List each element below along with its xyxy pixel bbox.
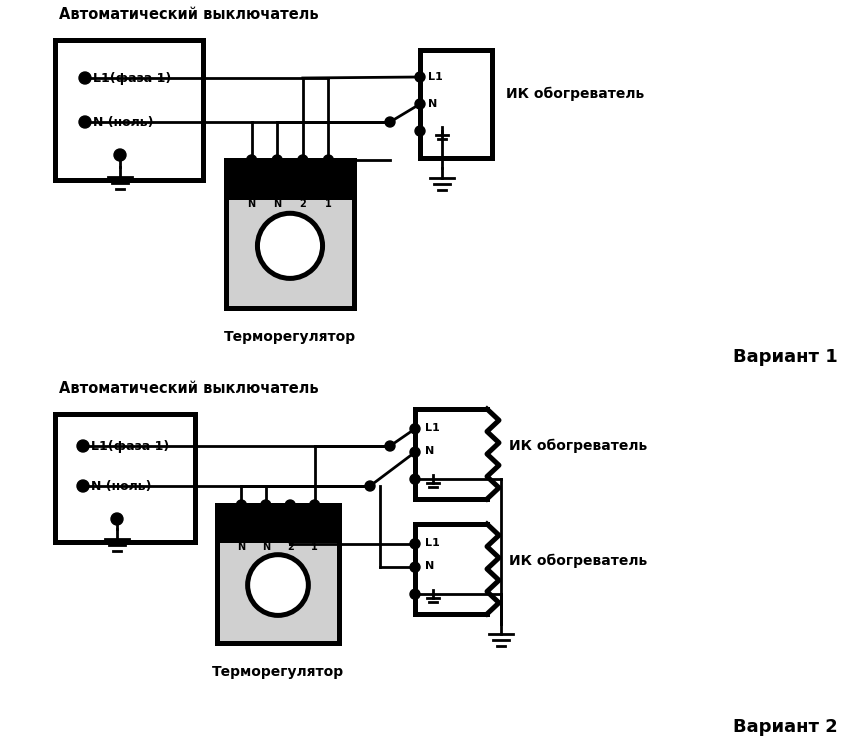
Circle shape [272, 155, 282, 165]
Text: Терморегулятор: Терморегулятор [212, 665, 344, 679]
Circle shape [79, 72, 91, 84]
Circle shape [261, 500, 271, 510]
Circle shape [258, 214, 322, 278]
Circle shape [111, 513, 123, 525]
Text: ИК обогреватель: ИК обогреватель [509, 554, 647, 568]
Circle shape [410, 562, 420, 572]
Text: N: N [273, 199, 281, 209]
Circle shape [298, 155, 308, 165]
Text: L1(фаза 1): L1(фаза 1) [93, 71, 171, 85]
Text: Вариант 1: Вариант 1 [734, 348, 838, 366]
Text: ИК обогреватель: ИК обогреватель [509, 439, 647, 453]
Circle shape [410, 474, 420, 484]
Text: L1: L1 [425, 423, 439, 433]
Text: Вариант 2: Вариант 2 [734, 718, 838, 736]
Text: Автоматический выключатель: Автоматический выключатель [59, 7, 319, 22]
Bar [226, 160, 354, 308]
Circle shape [365, 481, 375, 491]
Circle shape [114, 149, 126, 161]
Circle shape [236, 500, 246, 510]
Circle shape [410, 447, 420, 458]
Circle shape [410, 539, 420, 549]
Text: L1(фаза 1): L1(фаза 1) [91, 440, 169, 452]
Circle shape [385, 117, 395, 127]
Text: N: N [262, 542, 269, 551]
Circle shape [309, 500, 320, 510]
Bar [217, 505, 339, 539]
Circle shape [415, 72, 425, 82]
Text: ИК обогреватель: ИК обогреватель [506, 87, 644, 101]
Circle shape [246, 155, 257, 165]
Circle shape [77, 440, 89, 452]
Circle shape [385, 441, 395, 451]
Circle shape [247, 555, 309, 615]
Circle shape [77, 480, 89, 492]
Circle shape [415, 126, 425, 136]
Circle shape [415, 99, 425, 109]
Text: N: N [425, 446, 434, 456]
Text: N: N [425, 561, 434, 571]
Text: N: N [237, 542, 246, 551]
Text: L1: L1 [428, 72, 443, 82]
Text: N: N [428, 99, 437, 109]
Bar [55, 40, 203, 180]
Text: Терморегулятор: Терморегулятор [224, 330, 356, 344]
Text: Автоматический выключатель: Автоматический выключатель [59, 381, 319, 396]
Bar [217, 505, 339, 643]
Text: N: N [247, 199, 256, 209]
Circle shape [410, 424, 420, 434]
Text: L1: L1 [425, 538, 439, 548]
Text: 2: 2 [286, 542, 293, 551]
Text: 2: 2 [299, 199, 306, 209]
Text: N (ноль): N (ноль) [91, 479, 151, 493]
Bar [420, 50, 492, 158]
Circle shape [410, 589, 420, 599]
Bar [55, 414, 195, 542]
Text: 1: 1 [325, 199, 332, 209]
Text: 1: 1 [311, 542, 318, 551]
Circle shape [286, 500, 295, 510]
Bar [226, 160, 354, 197]
Text: N (ноль): N (ноль) [93, 115, 154, 129]
Circle shape [323, 155, 333, 165]
Circle shape [79, 116, 91, 128]
